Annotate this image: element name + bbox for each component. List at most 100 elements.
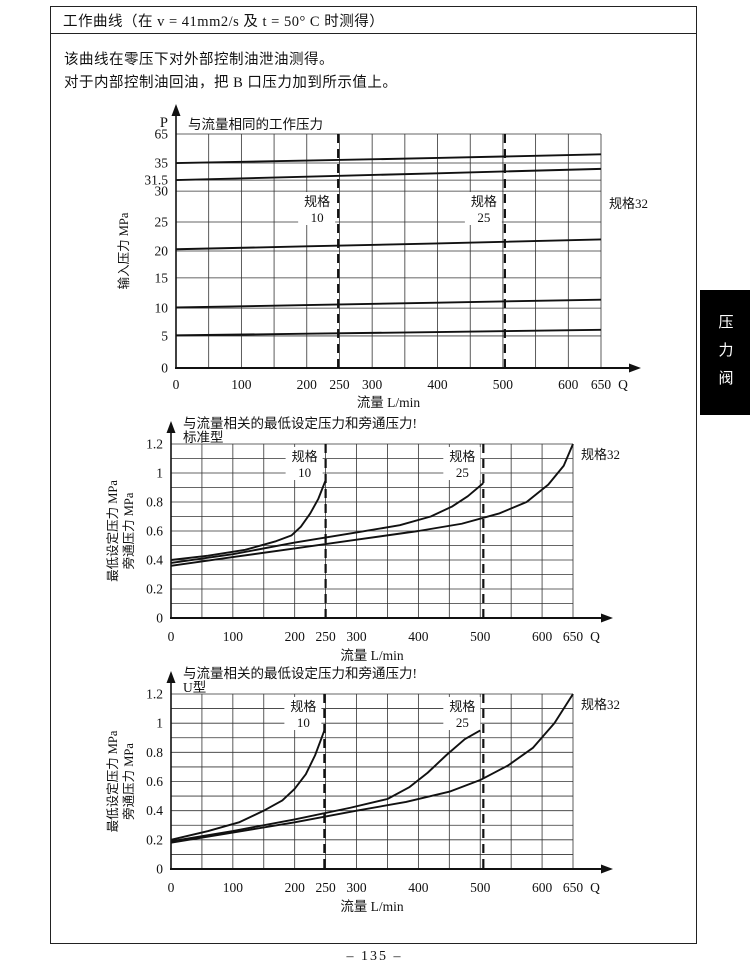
x-tick-label: 600: [532, 880, 553, 895]
intro-text: 该曲线在零压下对外部控制油泄油测得。 对于内部控制油回油，把 B 口压力加到所示…: [64, 49, 397, 95]
size-label-bg: [285, 447, 323, 480]
y-tick-label: 0.4: [146, 553, 163, 568]
x-axis-suffix: Q: [618, 377, 628, 392]
curve-规格10: [170, 730, 326, 841]
y-tick-label: 1.2: [146, 687, 163, 702]
y-tick-label: 1: [156, 466, 163, 481]
curve-规格32: [170, 693, 574, 844]
x-axis-arrow: [601, 864, 613, 874]
y-axis-label: 最低设定压力 MPa: [105, 730, 120, 832]
y-tick-label: 0: [156, 611, 163, 626]
size-label: 规格: [449, 699, 475, 714]
chart-title: 与流量相同的工作压力: [188, 117, 323, 132]
x-tick-label: 650: [563, 629, 584, 644]
curve-10 MPa: [175, 298, 602, 309]
x-axis-label: 流量 L/min: [340, 899, 404, 914]
page-border-box: 工作曲线（在 v = 41mm2/s 及 t = 50° C 时测得） 该曲线在…: [50, 6, 697, 944]
y-tick-label: 25: [155, 214, 169, 229]
y-tick-label: 30: [155, 184, 169, 199]
x-tick-label: 200: [285, 629, 306, 644]
size-label: 25: [456, 465, 469, 480]
x-tick-label: 0: [173, 377, 180, 392]
y-axis-label: 输入压力 MPa: [116, 212, 131, 289]
x-tick-label: 250: [315, 629, 336, 644]
curve-规格25: [170, 482, 484, 564]
x-tick-label: 100: [223, 880, 244, 895]
size-label: 规格: [304, 194, 330, 209]
y-tick-label: 0.4: [146, 803, 163, 818]
x-axis-label: 流量 L/min: [357, 395, 421, 410]
x-tick-label: 600: [558, 377, 579, 392]
y-axis-arrow: [166, 421, 176, 433]
size-label-bg: [443, 697, 481, 730]
y-tick-label: 31.5: [144, 173, 168, 188]
x-tick-label: 500: [493, 377, 514, 392]
intro-line-1: 该曲线在零压下对外部控制油泄油测得。: [64, 52, 334, 68]
x-tick-label: 250: [315, 880, 336, 895]
x-tick-label: 500: [470, 629, 491, 644]
y-axis-label: 旁通压力 MPa: [121, 743, 136, 820]
size-label: 规格: [471, 194, 497, 209]
right-size-label: 规格32: [609, 196, 648, 211]
size-label: 规格: [290, 699, 316, 714]
curve-35 MPa: [175, 153, 602, 164]
y-tick-label: 65: [155, 127, 169, 142]
intro-line-2: 对于内部控制油回油，把 B 口压力加到所示值上。: [64, 75, 398, 91]
curve-规格25: [170, 729, 481, 843]
chart-subtitle: 标准型: [183, 430, 224, 445]
y-tick-label: 10: [155, 301, 169, 316]
x-tick-label: 600: [532, 629, 553, 644]
x-tick-label: 250: [329, 377, 350, 392]
y-tick-label: 0.6: [146, 774, 163, 789]
section-header: 工作曲线（在 v = 41mm2/s 及 t = 50° C 时测得）: [51, 7, 696, 34]
y-axis-label: 最低设定压力 MPa: [105, 480, 120, 582]
x-tick-label: 300: [362, 377, 383, 392]
x-tick-label: 0: [168, 629, 175, 644]
x-tick-label: 400: [408, 629, 429, 644]
x-tick-label: 100: [231, 377, 252, 392]
size-label: 25: [477, 210, 490, 225]
size-label: 10: [297, 715, 310, 730]
x-tick-label: 650: [591, 377, 612, 392]
right-size-label: 规格32: [581, 447, 620, 462]
y-tick-label: 1.2: [146, 437, 163, 452]
chapter-tab: 压力阀: [700, 290, 750, 415]
chart-title: 与流量相关的最低设定压力和旁通压力!: [183, 415, 417, 431]
curve-规格10: [170, 479, 327, 561]
x-axis-label: 流量 L/min: [340, 648, 404, 663]
y-tick-label: 0.6: [146, 524, 163, 539]
curve-5 MPa: [175, 328, 602, 337]
x-tick-label: 300: [346, 880, 367, 895]
y-axis-label: 旁通压力 MPa: [121, 492, 136, 569]
x-tick-label: 500: [470, 880, 491, 895]
x-axis-arrow: [601, 613, 613, 623]
size-label: 25: [456, 715, 469, 730]
x-tick-label: 400: [427, 377, 448, 392]
x-tick-label: 200: [285, 880, 306, 895]
y-tick-label: 35: [155, 156, 169, 171]
y-tick-label: 5: [161, 328, 168, 343]
y-tick-label: 0: [161, 361, 168, 376]
chapter-tab-label: 压力阀: [716, 313, 733, 398]
y-axis-arrow: [171, 104, 181, 116]
y-axis-letter: P: [160, 115, 168, 131]
size-label: 规格: [449, 449, 475, 464]
x-tick-label: 400: [408, 880, 429, 895]
curve-31.5 MPa: [175, 167, 602, 182]
x-tick-label: 0: [168, 880, 175, 895]
size-label: 规格: [292, 449, 318, 464]
y-tick-label: 0.8: [146, 745, 163, 760]
x-axis-suffix: Q: [590, 629, 600, 644]
y-tick-label: 20: [155, 244, 169, 259]
y-tick-label: 0: [156, 862, 163, 877]
size-label: 10: [311, 210, 324, 225]
y-tick-label: 1: [156, 716, 163, 731]
size-label-bg: [298, 192, 336, 225]
y-tick-label: 0.2: [146, 832, 163, 847]
x-axis-suffix: Q: [590, 880, 600, 895]
